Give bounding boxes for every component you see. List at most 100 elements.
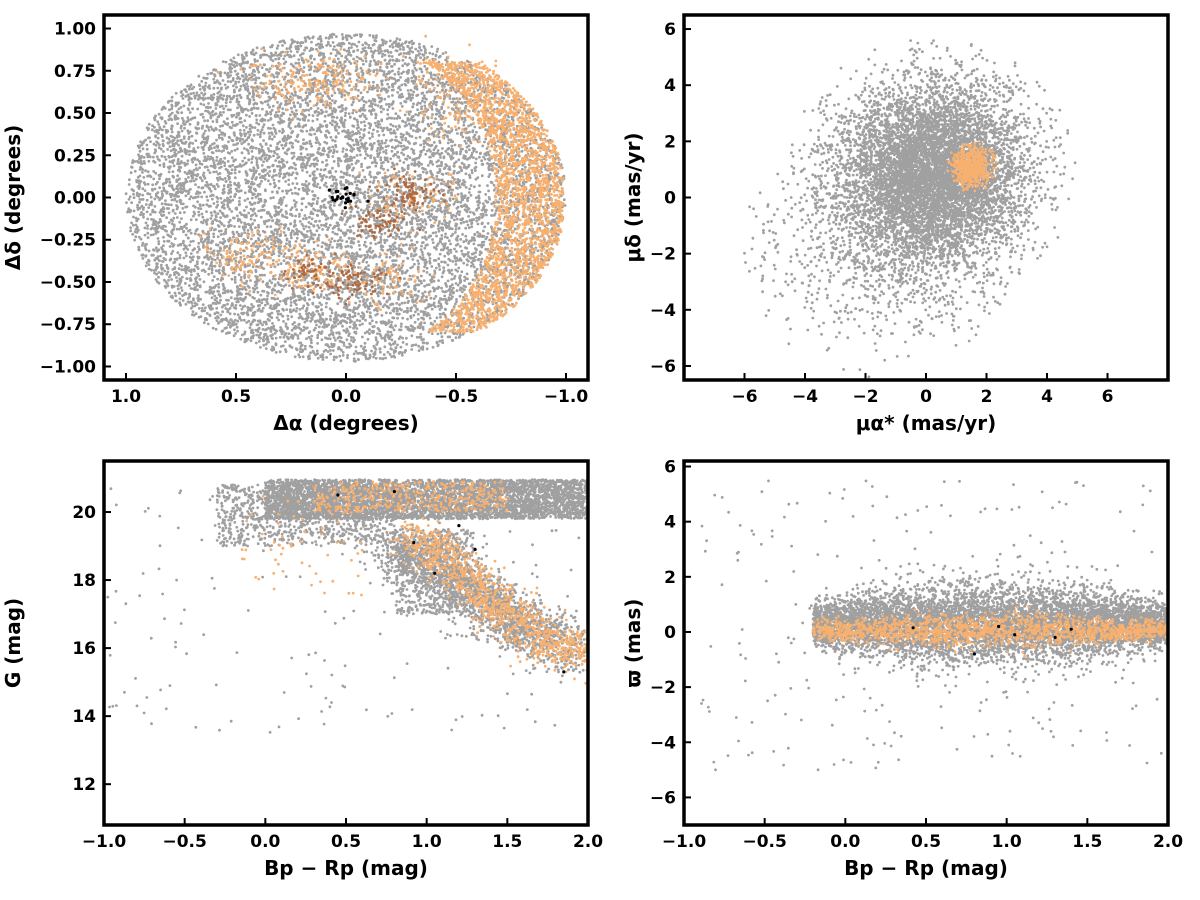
data-point: [175, 227, 179, 231]
data-point: [226, 117, 229, 121]
data-point: [381, 176, 385, 180]
data-point: [437, 80, 441, 84]
data-point: [236, 329, 240, 333]
data-point: [194, 218, 198, 222]
data-point: [209, 106, 212, 109]
data-point: [380, 79, 384, 83]
data-point: [238, 93, 242, 97]
data-point: [206, 183, 210, 187]
data-point: [192, 255, 195, 259]
data-point: [347, 60, 351, 63]
data-point: [134, 223, 138, 227]
data-point: [165, 229, 168, 233]
data-point: [275, 47, 279, 50]
data-point: [273, 79, 276, 83]
data-point: [178, 281, 182, 285]
data-point: [416, 294, 420, 298]
data-point: [139, 156, 143, 160]
data-point: [456, 132, 459, 135]
data-point: [267, 174, 271, 178]
data-point: [411, 258, 415, 261]
data-point: [460, 192, 463, 196]
data-point: [150, 268, 153, 272]
data-point: [359, 181, 363, 185]
data-point: [397, 297, 400, 301]
data-point: [230, 277, 234, 281]
data-point: [192, 214, 195, 218]
data-point: [132, 196, 136, 200]
data-point: [166, 270, 170, 274]
data-point: [399, 181, 402, 184]
data-point: [183, 211, 186, 214]
data-point: [160, 202, 164, 206]
data-point: [176, 122, 180, 125]
data-point: [362, 209, 366, 213]
data-point: [500, 233, 503, 237]
data-point: [363, 80, 367, 84]
data-point: [196, 250, 199, 254]
data-point: [335, 35, 338, 38]
data-point: [410, 46, 414, 49]
data-point: [448, 335, 452, 339]
data-point: [443, 235, 447, 239]
data-point: [450, 100, 453, 104]
data-point: [301, 98, 304, 102]
data-point: [170, 130, 174, 134]
data-point: [240, 307, 244, 311]
data-point: [338, 332, 341, 335]
data-point: [404, 121, 407, 124]
data-point: [294, 309, 298, 313]
data-point: [235, 97, 239, 101]
data-point: [401, 64, 405, 68]
data-point: [172, 285, 176, 288]
data-point: [480, 240, 484, 244]
data-point: [254, 51, 258, 55]
data-point: [421, 99, 424, 103]
data-point: [218, 220, 221, 223]
data-point: [212, 194, 215, 197]
data-point: [420, 107, 423, 111]
data-point: [382, 107, 385, 111]
data-point: [341, 217, 344, 220]
data-point: [338, 218, 342, 221]
data-point: [340, 109, 344, 113]
data-point: [232, 90, 236, 94]
data-point: [282, 255, 286, 258]
data-point: [399, 207, 403, 211]
data-point: [535, 196, 539, 200]
data-point: [424, 263, 427, 267]
data-point: [295, 236, 299, 240]
data-point: [391, 316, 395, 320]
data-point: [425, 149, 429, 153]
data-point: [447, 269, 450, 272]
data-point: [248, 92, 251, 96]
data-point: [399, 132, 403, 136]
data-point: [244, 132, 248, 136]
data-point: [459, 150, 463, 153]
data-point: [246, 94, 250, 98]
data-point: [304, 225, 308, 228]
data-point: [455, 298, 458, 301]
data-point: [423, 284, 426, 288]
data-point: [202, 103, 206, 107]
data-point: [278, 174, 282, 178]
data-point: [260, 145, 264, 149]
data-point: [333, 239, 336, 243]
data-point: [482, 229, 485, 233]
data-point: [256, 330, 260, 333]
data-point: [308, 298, 311, 301]
data-point: [314, 141, 318, 145]
data-point: [287, 332, 291, 336]
data-point: [365, 310, 369, 313]
data-point: [432, 73, 436, 77]
data-point: [312, 197, 316, 201]
data-point: [328, 337, 332, 341]
data-point: [261, 328, 265, 331]
data-point: [329, 314, 332, 318]
data-point: [376, 89, 379, 93]
data-point: [422, 313, 426, 317]
data-point: [391, 309, 395, 312]
data-point: [505, 84, 508, 87]
data-point: [442, 167, 446, 171]
data-point: [208, 171, 212, 175]
